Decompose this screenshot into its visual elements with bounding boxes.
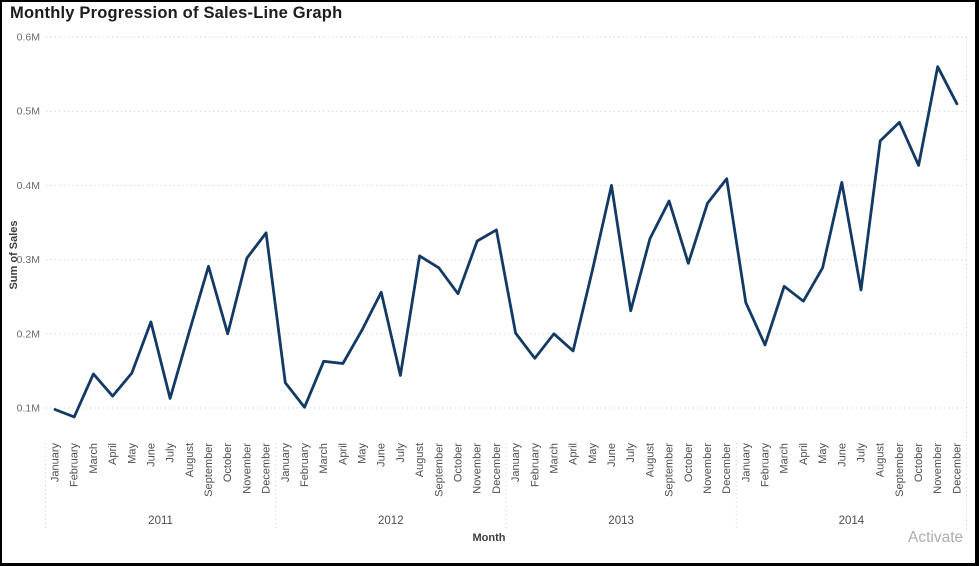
x-tick-label-month: September — [894, 443, 906, 497]
y-tick-label: 0.4M — [17, 180, 40, 192]
x-tick-label-month: October — [913, 443, 925, 482]
x-tick-label-month: June — [606, 443, 618, 467]
y-tick-label: 0.1M — [17, 403, 40, 415]
x-tick-label-month: May — [126, 443, 138, 464]
x-tick-label-month: November — [702, 443, 714, 494]
y-tick-label: 0.2M — [17, 328, 40, 340]
y-tick-label: 0.5M — [17, 106, 40, 118]
x-tick-label-month: October — [452, 443, 464, 482]
x-tick-label-month: January — [740, 443, 752, 483]
x-tick-label-month: February — [299, 443, 311, 488]
x-tick-label-month: August — [644, 443, 656, 477]
activate-watermark: Activate — [908, 529, 964, 546]
x-tick-label-month: December — [261, 443, 273, 494]
x-tick-label-month: January — [50, 443, 62, 483]
x-tick-label-month: September — [203, 443, 215, 497]
x-tick-label-month: October — [222, 443, 234, 482]
x-tick-label-month: February — [529, 443, 541, 488]
x-tick-label-month: February — [69, 443, 81, 488]
x-tick-label-month: August — [184, 443, 196, 477]
x-axis-title: Month — [472, 532, 506, 544]
x-tick-label-month: February — [760, 443, 772, 488]
x-tick-label-month: November — [241, 443, 253, 494]
x-tick-label-year: 2013 — [608, 515, 634, 527]
x-tick-label-month: November — [932, 443, 944, 494]
x-tick-label-month: April — [798, 443, 810, 465]
y-tick-label: 0.3M — [17, 254, 40, 266]
x-tick-label-month: December — [721, 443, 733, 494]
x-tick-label-month: March — [779, 443, 791, 474]
x-tick-label-month: July — [395, 443, 407, 463]
x-tick-label-month: November — [472, 443, 484, 494]
x-tick-label-month: August — [414, 443, 426, 477]
x-tick-label-month: January — [510, 443, 522, 483]
x-tick-label-month: December — [951, 443, 963, 494]
x-tick-label-month: September — [433, 443, 445, 497]
x-tick-label-month: June — [376, 443, 388, 467]
x-tick-label-year: 2011 — [148, 515, 173, 527]
y-axis-title: Sum of Sales — [8, 220, 20, 290]
x-tick-label-month: July — [165, 443, 177, 463]
x-tick-label-month: March — [548, 443, 560, 474]
x-tick-label-month: April — [337, 443, 349, 465]
chart-title: Monthly Progression of Sales-Line Graph — [10, 4, 343, 22]
x-tick-label-month: June — [836, 443, 848, 467]
x-tick-label-month: June — [145, 443, 157, 467]
x-tick-label-year: 2014 — [839, 515, 865, 527]
x-tick-label-month: April — [107, 443, 119, 465]
x-tick-label-month: April — [568, 443, 580, 465]
x-tick-label-month: July — [625, 443, 637, 463]
x-tick-label-year: 2012 — [378, 515, 404, 527]
x-tick-label-month: March — [318, 443, 330, 474]
x-tick-label-month: May — [357, 443, 369, 464]
x-tick-label-month: May — [817, 443, 829, 464]
x-tick-label-month: December — [491, 443, 503, 494]
x-tick-label-month: October — [683, 443, 695, 482]
x-tick-label-month: August — [875, 443, 887, 477]
y-tick-label: 0.6M — [17, 32, 40, 44]
x-tick-label-month: July — [855, 443, 867, 463]
x-tick-label-month: May — [587, 443, 599, 464]
x-tick-label-month: September — [664, 443, 676, 497]
x-tick-label-month: March — [88, 443, 100, 474]
sales-line-series[interactable] — [53, 65, 959, 419]
x-tick-label-month: January — [280, 443, 292, 483]
